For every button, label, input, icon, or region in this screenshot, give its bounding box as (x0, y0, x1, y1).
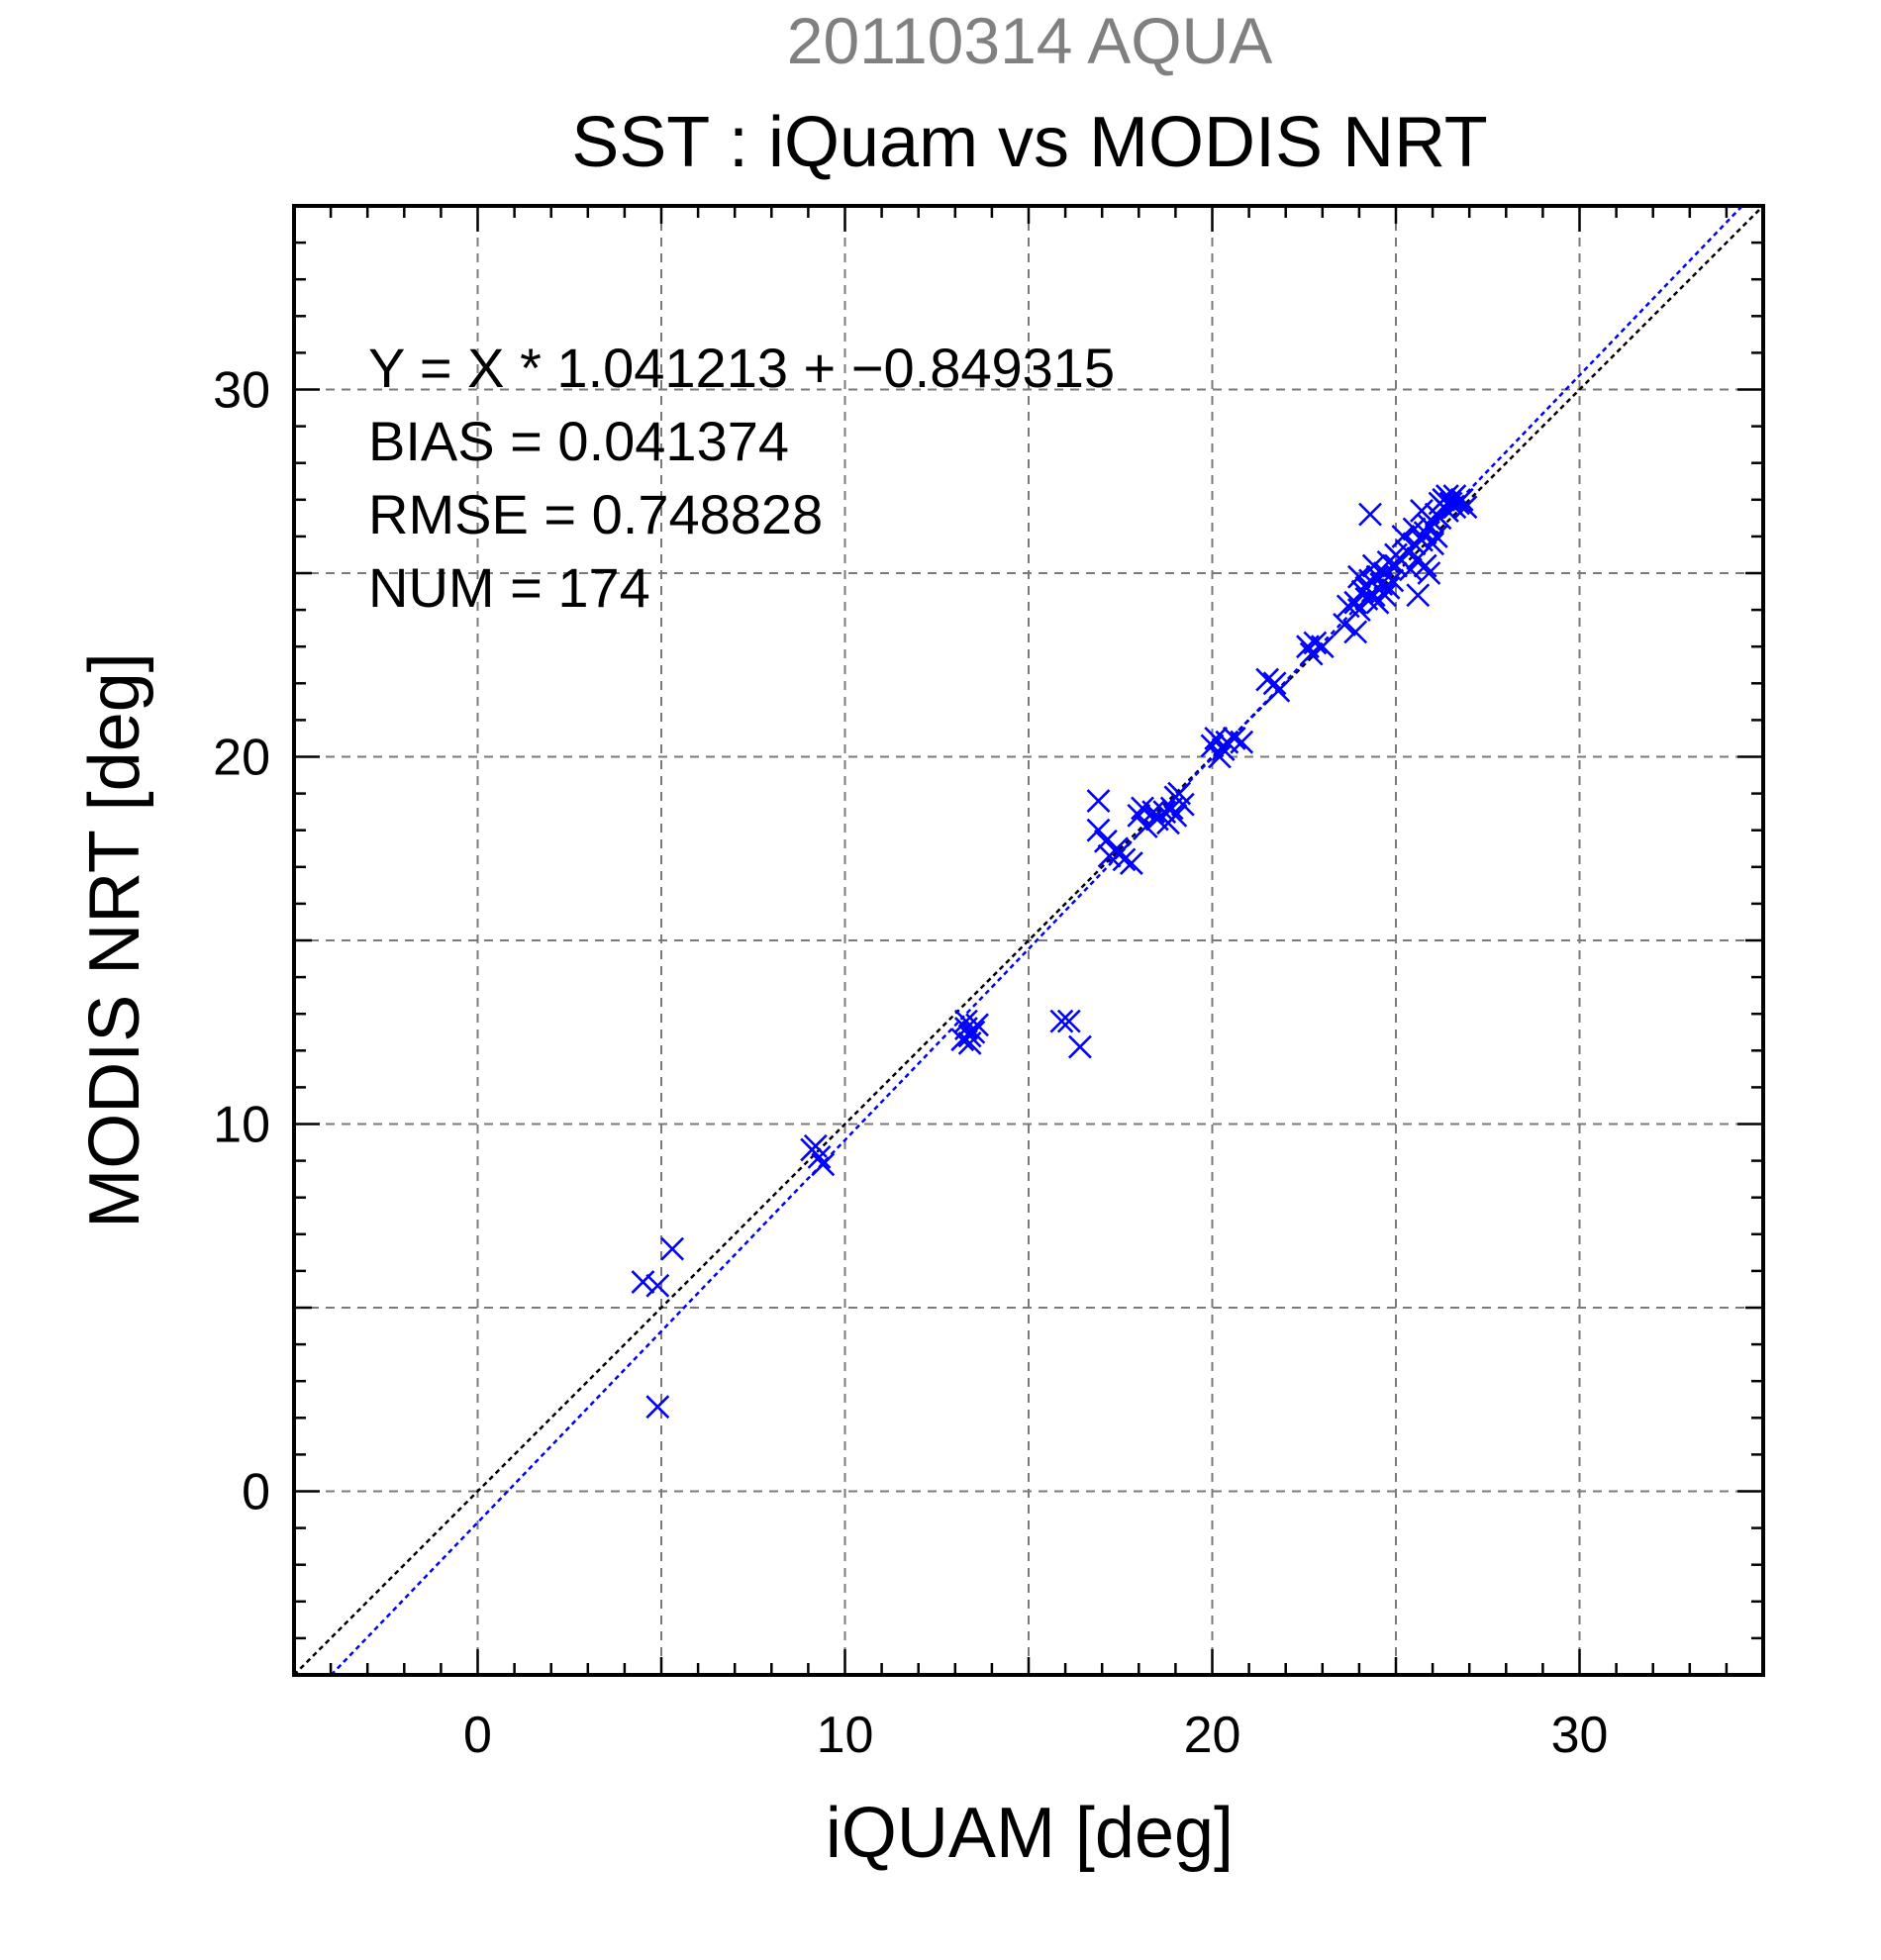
data-point (1421, 532, 1445, 556)
x-tick-label: 10 (817, 1707, 874, 1764)
data-point (1141, 800, 1166, 825)
data-point (1310, 635, 1335, 659)
data-point (1376, 575, 1401, 600)
data-point (957, 1024, 982, 1048)
data-point (1112, 847, 1137, 872)
data-point (1421, 510, 1445, 534)
data-point (1056, 1009, 1081, 1033)
data-point (1134, 815, 1158, 838)
data-point (1230, 730, 1254, 754)
x-axis-label: iQUAM [deg] (826, 1794, 1234, 1873)
data-point (1068, 1034, 1092, 1059)
x-tick-label: 0 (463, 1707, 492, 1764)
data-point (1391, 524, 1416, 548)
data-point (631, 1270, 655, 1294)
chart-title: SST : iQuam vs MODIS NRT (571, 103, 1488, 182)
y-tick-label: 0 (242, 1464, 270, 1521)
data-point (1361, 583, 1386, 608)
data-point (1086, 789, 1111, 813)
data-point (1343, 620, 1368, 644)
data-point (645, 1273, 670, 1298)
data-point (1266, 678, 1291, 703)
y-tick-label: 10 (213, 1097, 270, 1154)
data-points (631, 484, 1478, 1420)
data-point (1417, 561, 1441, 585)
plot-frame (292, 204, 1765, 1677)
tick-labels: 0 10 20 30 0 10 20 30 (213, 362, 1608, 1765)
data-point (1358, 502, 1382, 527)
x-tick-label: 20 (1184, 1707, 1241, 1764)
reference-lines (293, 205, 1764, 1676)
data-point (1093, 829, 1118, 853)
data-point (1208, 744, 1232, 769)
data-point (1170, 792, 1195, 817)
data-point (965, 1013, 989, 1037)
fit-equation: Y = X * 1.041213 + −0.849315 (368, 337, 1115, 399)
num-stat: NUM = 174 (368, 556, 650, 619)
chart-supertitle: 20110314 AQUA (787, 4, 1273, 77)
data-point (1384, 553, 1408, 578)
data-point (1049, 1009, 1074, 1033)
bias-stat: BIAS = 0.041374 (368, 410, 789, 472)
data-point (1299, 641, 1324, 666)
data-point (1086, 818, 1111, 842)
data-point (1262, 671, 1287, 696)
regression-line (330, 205, 1743, 1676)
data-point (1119, 851, 1143, 876)
data-point (660, 1236, 685, 1261)
data-point (1222, 727, 1246, 750)
data-point (807, 1144, 832, 1169)
data-point (1424, 524, 1448, 548)
data-point (1372, 583, 1397, 608)
x-tick-label: 30 (1551, 1707, 1609, 1764)
data-point (1453, 495, 1478, 520)
y-tick-label: 20 (213, 730, 270, 787)
data-point (1127, 803, 1151, 828)
rmse-stat: RMSE = 0.748828 (368, 483, 823, 545)
data-point (1380, 568, 1405, 593)
data-point (1449, 487, 1474, 512)
data-point (1413, 553, 1437, 578)
y-axis-label: MODIS NRT [deg] (75, 652, 154, 1228)
grid (294, 206, 1763, 1675)
data-point (1406, 583, 1431, 608)
data-point (1156, 811, 1180, 835)
y-tick-label: 30 (213, 362, 270, 420)
data-point (645, 1395, 670, 1420)
identity-line (293, 205, 1764, 1676)
data-point (811, 1152, 836, 1177)
data-point (1398, 557, 1423, 582)
